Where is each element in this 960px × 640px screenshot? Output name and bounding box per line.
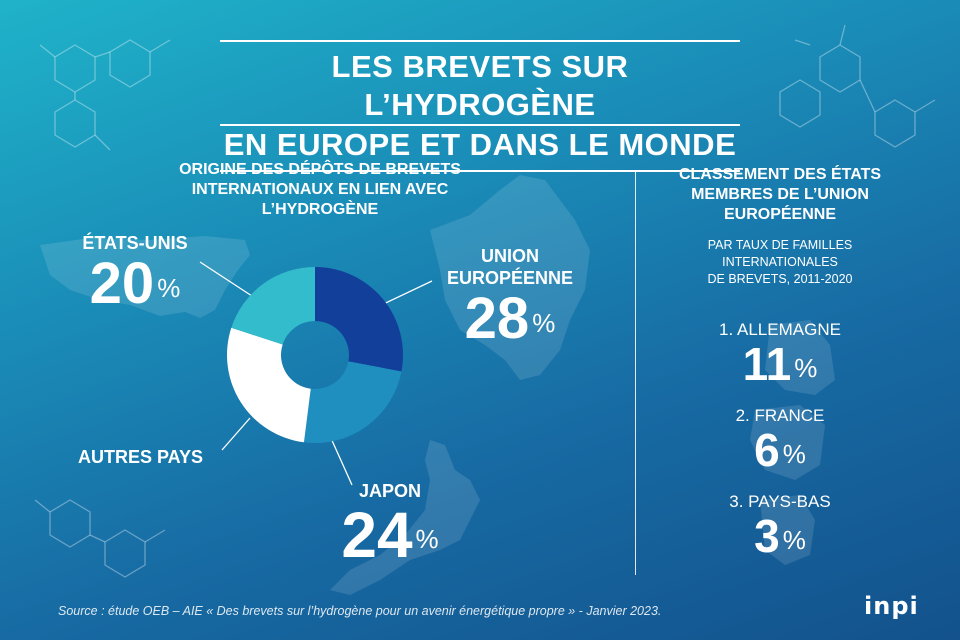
title-line-2: EN EUROPE ET DANS LE MONDE <box>220 124 740 164</box>
ranking-item-label: 1. ALLEMAGNE <box>719 320 841 339</box>
chart-title-line-1: ORIGINE DES DÉPÔTS DE BREVETS <box>179 161 461 178</box>
ranking-subtitle-line-3: DE BREVETS, 2011-2020 <box>707 272 853 286</box>
label-eu-name-line-2: EUROPÉENNE <box>446 268 574 288</box>
label-etats-unis-name: ÉTATS-UNIS <box>82 233 188 253</box>
label-japon-value: 24% <box>341 499 439 571</box>
chart-title: ORIGINE DES DÉPÔTS DE BREVETS INTERNATIO… <box>140 160 500 220</box>
ranking-item-value: 3% <box>754 510 806 562</box>
donut-slice-etats-unis <box>231 267 315 345</box>
donut-slice-japon <box>303 361 402 443</box>
label-japon-name: JAPON <box>358 481 421 501</box>
molecule-top-right <box>779 24 936 148</box>
main-title: LES BREVETS SUR L’HYDROGÈNE EN EUROPE ET… <box>220 40 740 172</box>
label-etats-unis-value: 20% <box>89 251 181 316</box>
chart-title-line-3: L’HYDROGÈNE <box>261 201 379 218</box>
source-note: Source : étude OEB – AIE « Des brevets s… <box>58 604 662 618</box>
label-etats-unis: ÉTATS-UNIS 20% <box>55 232 215 314</box>
label-eu-name-line-1: UNION <box>481 246 539 266</box>
ranking-item-pays-bas: 3. PAYS-BAS 3% <box>680 492 880 560</box>
ranking-title-line-3: EUROPÉENNE <box>723 206 837 223</box>
ranking-subtitle-line-1: PAR TAUX DE FAMILLES <box>707 238 853 252</box>
ranking-title-line-1: CLASSEMENT DES ÉTATS <box>678 166 882 183</box>
title-line-1: LES BREVETS SUR L’HYDROGÈNE <box>331 49 629 122</box>
ranking-title-line-2: MEMBRES DE L’UNION <box>691 186 869 203</box>
ranking-item-value: 6% <box>754 424 806 476</box>
chart-title-line-2: INTERNATIONAUX EN LIEN AVEC <box>191 181 449 198</box>
vertical-divider <box>635 170 636 575</box>
ranking-item-allemagne: 1. ALLEMAGNE 11% <box>680 320 880 388</box>
label-autres-pays: AUTRES PAYS <box>78 446 228 468</box>
donut-slice-autres-pays <box>227 327 311 443</box>
ranking-item-france: 2. FRANCE 6% <box>680 406 880 474</box>
inpi-logo[interactable]: inpi <box>864 592 919 620</box>
label-autres-pays-name: AUTRES PAYS <box>78 447 204 467</box>
molecule-top-left <box>39 39 171 151</box>
label-japon: JAPON 24% <box>320 480 460 568</box>
ranking-item-label: 2. FRANCE <box>735 406 825 425</box>
ranking-item-value: 11% <box>742 338 818 390</box>
label-eu-value: 28% <box>464 286 556 351</box>
ranking-title: CLASSEMENT DES ÉTATS MEMBRES DE L’UNION … <box>660 165 900 225</box>
donut-slice-union-europeenne <box>315 267 403 372</box>
label-union-europeenne: UNION EUROPÉENNE 28% <box>420 245 600 349</box>
ranking-subtitle: PAR TAUX DE FAMILLES INTERNATIONALES DE … <box>660 237 900 288</box>
ranking-item-label: 3. PAYS-BAS <box>729 492 831 511</box>
donut-chart <box>227 267 403 443</box>
molecule-bottom-left <box>34 499 166 578</box>
ranking-subtitle-line-2: INTERNATIONALES <box>722 255 838 269</box>
